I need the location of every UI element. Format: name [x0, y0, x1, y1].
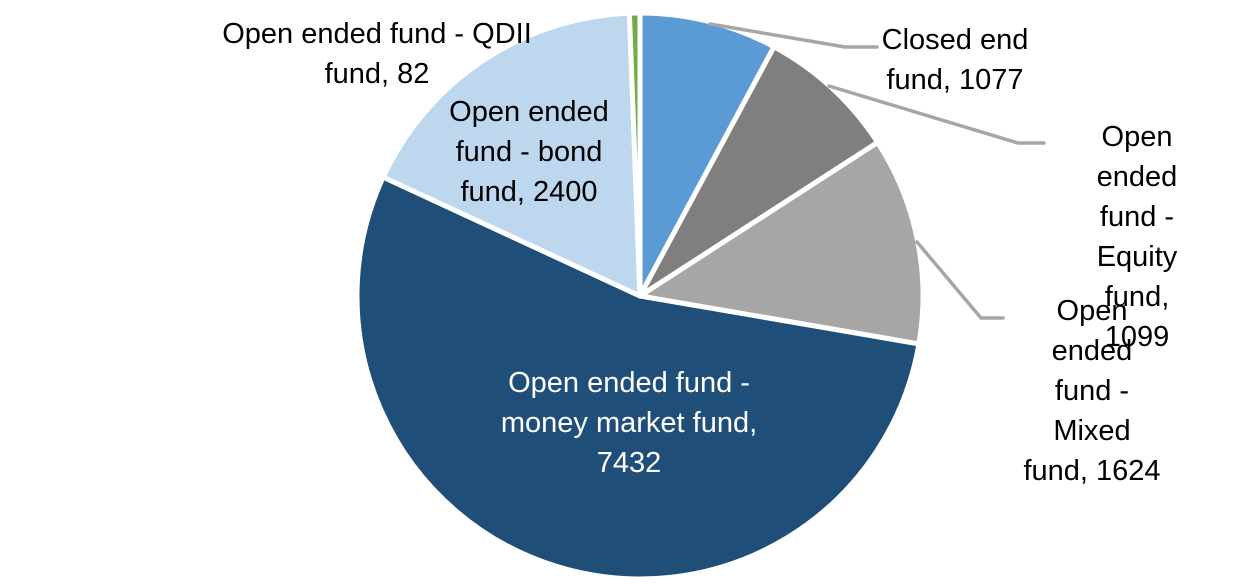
pie-slice-qdii-fund[interactable]: [626, 10, 643, 299]
leader-line-1: [827, 84, 1046, 145]
pie-slice-closed-end-fund[interactable]: [637, 10, 777, 299]
leader-lines-group: [708, 22, 1046, 320]
pie-slice-money-market-fund[interactable]: [354, 174, 922, 582]
pie-slice-bond-fund[interactable]: [380, 10, 643, 299]
pie-slices-group: [354, 10, 926, 582]
pie-slice-mixed-fund[interactable]: [637, 139, 926, 347]
leader-line-2: [915, 240, 1005, 320]
leader-line-0: [708, 22, 879, 49]
